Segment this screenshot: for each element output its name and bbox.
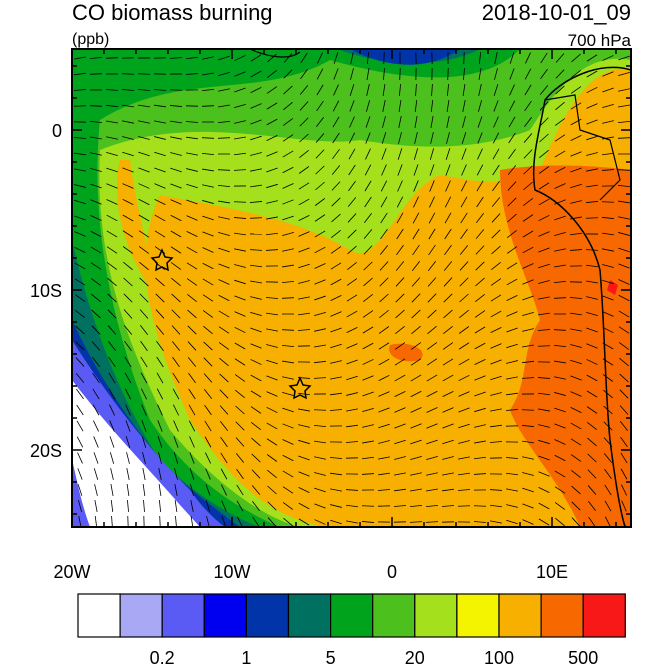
colorbar-box bbox=[499, 594, 541, 637]
title: CO biomass burning bbox=[72, 0, 273, 25]
colorbar-label: 20 bbox=[405, 648, 425, 667]
wind-barb bbox=[314, 410, 326, 411]
wind-barb bbox=[448, 68, 449, 80]
colorbar: 0.2 1 5 20 100 500 bbox=[78, 594, 625, 667]
colorbar-box bbox=[289, 594, 331, 637]
wind-barb bbox=[522, 410, 534, 411]
colorbar-box bbox=[583, 594, 625, 637]
colorbar-box bbox=[415, 594, 457, 637]
wind-barb bbox=[138, 74, 150, 75]
map-field bbox=[72, 49, 631, 528]
colorbar-box bbox=[373, 594, 415, 637]
units: (ppb) bbox=[72, 31, 109, 48]
colorbar-label: 100 bbox=[484, 648, 514, 667]
x-tick-label: 20W bbox=[53, 562, 90, 582]
colorbar-box bbox=[331, 594, 373, 637]
time: 2018-10-01_09 bbox=[482, 0, 631, 25]
colorbar-box bbox=[78, 594, 120, 637]
colorbar-label: 500 bbox=[568, 648, 598, 667]
wind-barb bbox=[400, 68, 401, 80]
level: 700 hPa bbox=[568, 31, 632, 50]
x-tick-label: 10E bbox=[536, 562, 568, 582]
y-tick-label: 20S bbox=[30, 441, 62, 461]
y-tick-label: 0 bbox=[52, 121, 62, 141]
colorbar-box bbox=[162, 594, 204, 637]
colorbar-label: 1 bbox=[241, 648, 251, 667]
colorbar-label: 5 bbox=[326, 648, 336, 667]
colorbar-box bbox=[541, 594, 583, 637]
colorbar-box bbox=[204, 594, 246, 637]
colorbar-box bbox=[457, 594, 499, 637]
colorbar-box bbox=[120, 594, 162, 637]
colorbar-box bbox=[246, 594, 288, 637]
y-tick-label: 10S bbox=[30, 281, 62, 301]
x-tick-label: 0 bbox=[387, 562, 397, 582]
colorbar-label: 0.2 bbox=[150, 648, 175, 667]
wind-barb bbox=[384, 52, 385, 64]
x-tick-label: 10W bbox=[213, 562, 250, 582]
